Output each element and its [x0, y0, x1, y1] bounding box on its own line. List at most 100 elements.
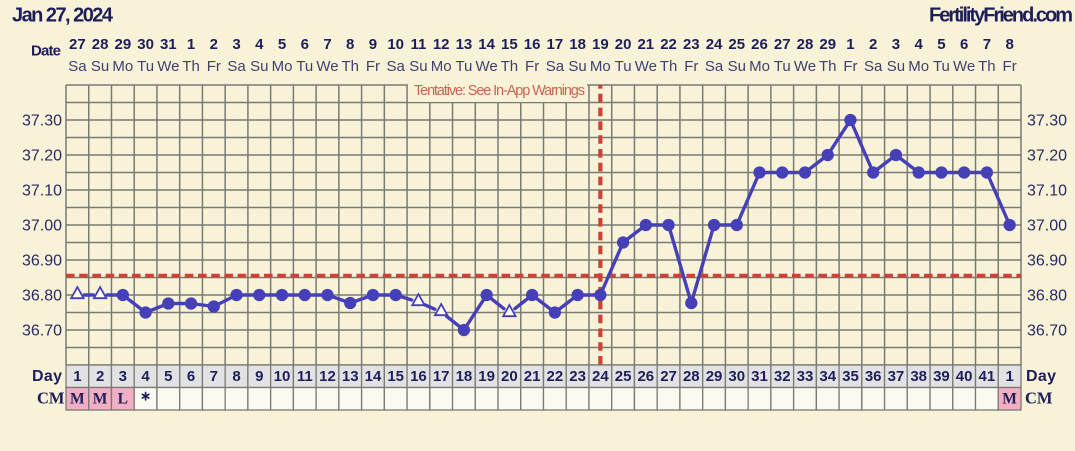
- svg-text:6: 6: [960, 36, 968, 53]
- svg-text:Sa: Sa: [227, 58, 246, 75]
- svg-text:17: 17: [433, 368, 450, 385]
- svg-text:15: 15: [387, 368, 404, 385]
- svg-text:8: 8: [232, 368, 240, 385]
- svg-text:Su: Su: [728, 58, 746, 75]
- svg-text:Mo: Mo: [590, 58, 611, 75]
- svg-text:Mo: Mo: [908, 58, 929, 75]
- svg-text:1: 1: [73, 368, 81, 385]
- svg-text:Date: Date: [31, 43, 61, 60]
- svg-text:Tu: Tu: [933, 58, 950, 75]
- svg-text:We: We: [953, 58, 975, 75]
- svg-text:31: 31: [160, 36, 177, 53]
- svg-text:3: 3: [119, 368, 127, 385]
- svg-text:22: 22: [660, 36, 677, 53]
- svg-text:37.00: 37.00: [1027, 218, 1067, 235]
- svg-text:1: 1: [846, 36, 854, 53]
- svg-text:6: 6: [187, 368, 195, 385]
- svg-text:Sa: Sa: [68, 58, 87, 75]
- svg-text:Fr: Fr: [366, 58, 380, 75]
- svg-text:FertilityFriend.com: FertilityFriend.com: [929, 5, 1073, 27]
- svg-text:12: 12: [319, 368, 336, 385]
- svg-text:3: 3: [892, 36, 900, 53]
- svg-text:14: 14: [478, 36, 495, 53]
- svg-text:Sa: Sa: [387, 58, 406, 75]
- svg-text:31: 31: [751, 368, 768, 385]
- svg-text:Su: Su: [409, 58, 427, 75]
- svg-text:Mo: Mo: [272, 58, 293, 75]
- svg-text:Fr: Fr: [843, 58, 857, 75]
- svg-text:36: 36: [865, 368, 882, 385]
- svg-text:10: 10: [274, 368, 291, 385]
- svg-text:We: We: [476, 58, 498, 75]
- svg-text:Sa: Sa: [546, 58, 565, 75]
- svg-text:20: 20: [615, 36, 632, 53]
- svg-text:Tu: Tu: [455, 58, 472, 75]
- svg-text:15: 15: [501, 36, 518, 53]
- svg-text:Fr: Fr: [1003, 58, 1017, 75]
- svg-text:37: 37: [888, 368, 905, 385]
- svg-text:2: 2: [869, 36, 877, 53]
- svg-text:11: 11: [411, 36, 427, 53]
- svg-text:4: 4: [141, 368, 150, 385]
- svg-text:Th: Th: [660, 58, 678, 75]
- svg-text:Mo: Mo: [749, 58, 770, 75]
- svg-text:Tu: Tu: [615, 58, 632, 75]
- svg-text:We: We: [794, 58, 816, 75]
- svg-text:28: 28: [797, 36, 814, 53]
- svg-text:32: 32: [774, 368, 791, 385]
- svg-text:36.70: 36.70: [1027, 323, 1067, 340]
- svg-text:18: 18: [456, 368, 473, 385]
- svg-text:Sa: Sa: [864, 58, 883, 75]
- svg-text:Sa: Sa: [705, 58, 724, 75]
- svg-text:Su: Su: [91, 58, 109, 75]
- svg-text:Day: Day: [32, 368, 62, 385]
- svg-text:29: 29: [819, 36, 836, 53]
- svg-text:7: 7: [210, 368, 218, 385]
- svg-text:19: 19: [478, 368, 495, 385]
- svg-text:20: 20: [501, 368, 518, 385]
- svg-text:Th: Th: [182, 58, 200, 75]
- svg-text:36.80: 36.80: [22, 288, 62, 305]
- svg-text:21: 21: [524, 368, 541, 385]
- svg-text:9: 9: [255, 368, 263, 385]
- svg-text:8: 8: [346, 36, 354, 53]
- svg-text:M: M: [1002, 391, 1017, 408]
- svg-text:4: 4: [255, 36, 264, 53]
- svg-text:28: 28: [683, 368, 700, 385]
- svg-text:8: 8: [1005, 36, 1013, 53]
- svg-text:Th: Th: [978, 58, 996, 75]
- svg-text:26: 26: [751, 36, 768, 53]
- svg-text:30: 30: [728, 368, 745, 385]
- svg-text:18: 18: [569, 36, 586, 53]
- svg-text:1: 1: [1005, 368, 1013, 385]
- svg-text:36.90: 36.90: [1027, 253, 1067, 270]
- svg-text:27: 27: [69, 36, 86, 53]
- svg-text:26: 26: [637, 368, 654, 385]
- svg-text:37.30: 37.30: [22, 113, 62, 130]
- svg-text:Fr: Fr: [207, 58, 221, 75]
- svg-text:39: 39: [933, 368, 950, 385]
- svg-text:3: 3: [232, 36, 240, 53]
- svg-text:Tu: Tu: [296, 58, 313, 75]
- svg-text:6: 6: [301, 36, 309, 53]
- svg-text:23: 23: [569, 368, 586, 385]
- svg-text:33: 33: [797, 368, 814, 385]
- svg-text:16: 16: [524, 36, 541, 53]
- svg-text:7: 7: [323, 36, 331, 53]
- svg-text:Tentative: See In-App Warnings: Tentative: See In-App Warnings: [414, 83, 585, 99]
- svg-text:Th: Th: [819, 58, 837, 75]
- svg-text:22: 22: [547, 368, 564, 385]
- svg-text:37.30: 37.30: [1027, 113, 1067, 130]
- svg-text:L: L: [118, 391, 128, 408]
- svg-text:13: 13: [456, 36, 473, 53]
- svg-text:25: 25: [615, 368, 632, 385]
- svg-text:10: 10: [387, 36, 404, 53]
- svg-text:CM: CM: [1025, 389, 1053, 408]
- svg-text:37.00: 37.00: [22, 218, 62, 235]
- svg-text:36.80: 36.80: [1027, 288, 1067, 305]
- svg-text:Mo: Mo: [112, 58, 133, 75]
- svg-text:M: M: [93, 391, 108, 408]
- svg-text:24: 24: [706, 36, 723, 53]
- svg-text:Jan 27, 2024: Jan 27, 2024: [12, 5, 114, 27]
- svg-text:16: 16: [410, 368, 427, 385]
